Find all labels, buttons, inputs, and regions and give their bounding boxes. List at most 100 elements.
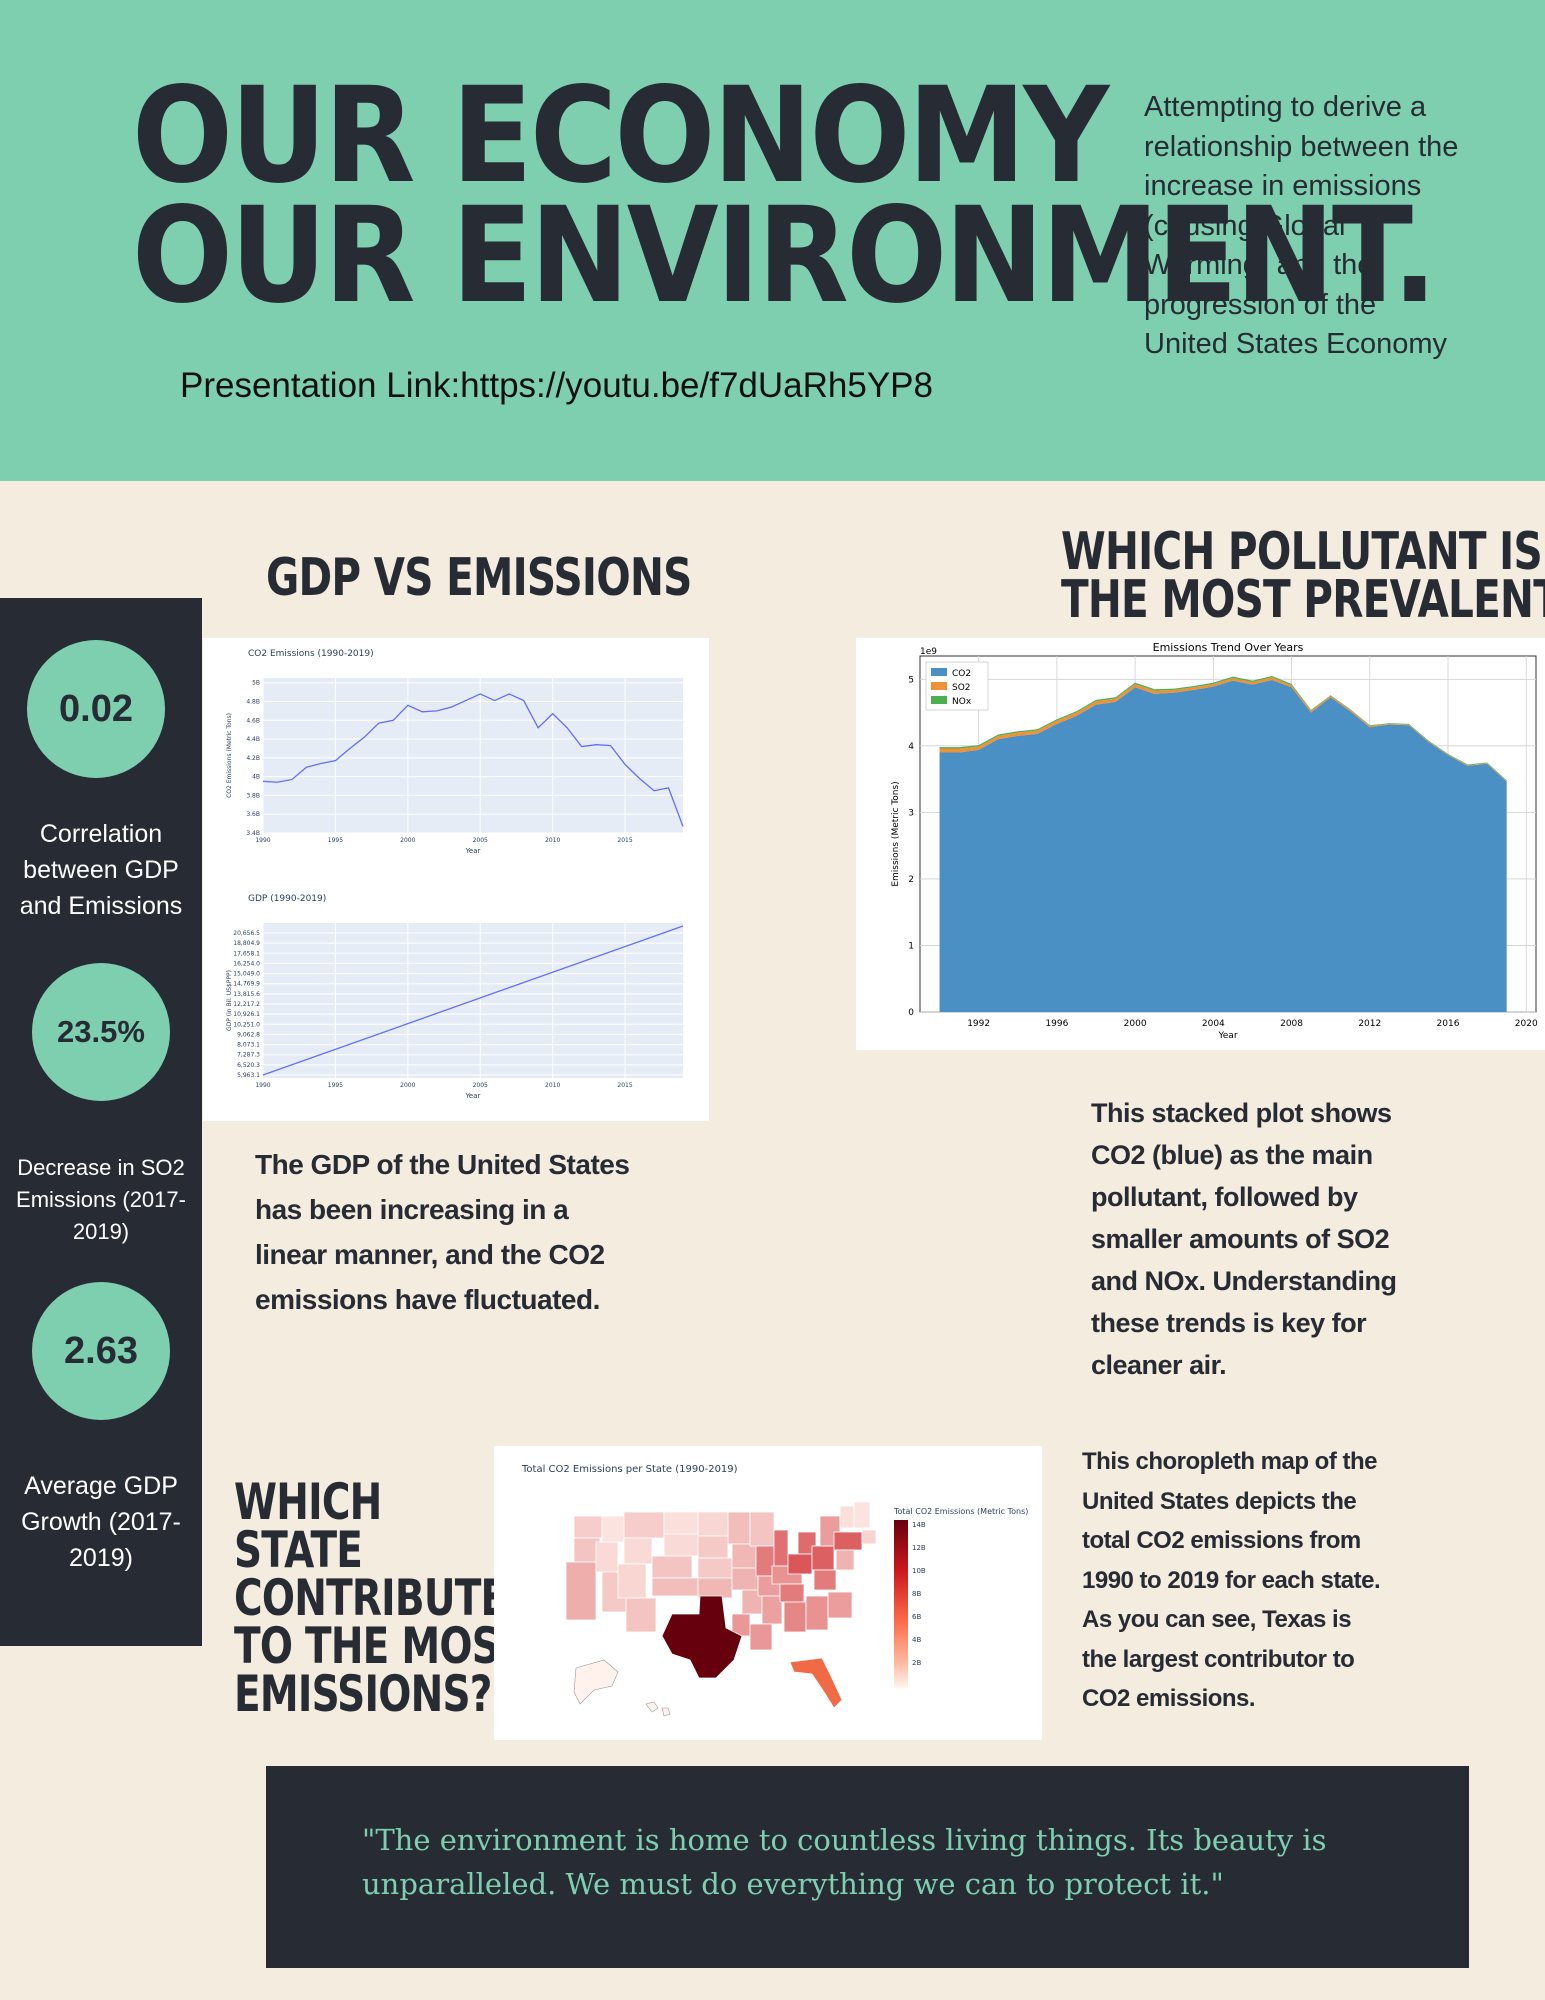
colorbar-tick-label: 14B <box>912 1521 926 1529</box>
state-tile <box>755 1545 775 1577</box>
co2-chart-xtick-label: 2015 <box>617 837 632 844</box>
title-line-1: OUR ECONOMY <box>132 59 1109 213</box>
area-ylabel: Emissions (Metric Tons) <box>891 781 901 886</box>
stacked-plot-description: This stacked plot shows CO2 (blue) as th… <box>1091 1098 1397 1380</box>
stat-so2-value: 23.5% <box>32 963 170 1101</box>
colorbar-tick-label: 2B <box>912 1659 921 1667</box>
colorbar-ticks: 14B 12B 10B 8B 6B 4B 2B <box>912 1521 926 1667</box>
state-tile <box>839 1505 855 1529</box>
state-texas[interactable] <box>661 1595 743 1679</box>
gdp-chart-ylabel: GDP (in Bil. US$PPP) <box>226 970 233 1031</box>
co2-chart-xlabel: Year <box>465 847 481 855</box>
intro-text: Attempting to derive a relationship betw… <box>1144 91 1459 360</box>
gdp-chart-ytick-label: 8,073.1 <box>237 1042 260 1049</box>
gdp-chart-ytick-label: 12,217.2 <box>233 1001 260 1008</box>
header-band: OUR ECONOMY OUR ENVIRONMENT. Attempting … <box>0 0 1545 481</box>
state-tile <box>623 1511 665 1539</box>
gdp-emissions-charts: CO2 Emissions (1990-2019) 5B 4.8B 4.6B 4.4B 4… <box>226 649 684 1100</box>
state-tile <box>835 1549 855 1571</box>
state-heading-line: STATE <box>234 1521 363 1579</box>
area-xtick-label: 2008 <box>1280 1019 1303 1029</box>
gdp-chart-ytick-label: 5,963.1 <box>237 1072 260 1079</box>
gdp-chart-xtick-label: 2000 <box>400 1082 415 1089</box>
choropleth-card: Total CO2 Emissions per State (1990-2019… <box>494 1446 1042 1740</box>
co2-chart-title: CO2 Emissions (1990-2019) <box>248 649 374 659</box>
area-xtick-label: 2020 <box>1515 1019 1538 1029</box>
area-ytick-label: 0 <box>908 1008 914 1018</box>
state-heading-line: CONTRIBUTES <box>234 1569 534 1627</box>
pollutant-heading-line-2: THE MOST PREVALENT? <box>1061 570 1545 630</box>
state-tile <box>827 1591 853 1619</box>
state-heading-line: TO THE MOST <box>234 1617 526 1675</box>
state-tile <box>833 1531 863 1551</box>
us-states <box>565 1501 877 1651</box>
colorbar-tick-label: 8B <box>912 1590 921 1598</box>
colorbar-tick-label: 6B <box>912 1613 921 1621</box>
state-tile <box>731 1567 759 1591</box>
co2-chart-ytick-label: 3.8B <box>246 792 260 799</box>
stat-correlation-label: Correlation between GDP and Emissions <box>19 820 183 920</box>
area-legend-label: SO2 <box>952 683 971 693</box>
co2-chart-series-line <box>262 693 684 827</box>
state-tile <box>595 1541 619 1573</box>
state-tile <box>773 1529 789 1567</box>
state-alaska[interactable] <box>573 1659 619 1705</box>
gdp-chart-xtick-label: 2015 <box>617 1082 632 1089</box>
emissions-trend-card: Emissions Trend Over Years 1e9 1992 1996 200… <box>856 638 1545 1050</box>
area-legend-label: CO2 <box>952 669 971 679</box>
area-xtick-label: 2004 <box>1202 1019 1225 1029</box>
area-ytick-label: 5 <box>908 675 914 685</box>
gdp-chart-title: GDP (1990-2019) <box>248 894 326 904</box>
gdp-chart-ytick-label: 16,254.0 <box>233 960 260 967</box>
stat-correlation-value: 0.02 <box>27 640 165 778</box>
area-ytick-label: 1 <box>908 941 914 951</box>
area-xlabel: Year <box>1217 1031 1237 1041</box>
state-hawaii[interactable] <box>645 1701 671 1717</box>
area-legend: CO2 SO2 NOx <box>925 661 989 711</box>
gdp-chart-ytick-label: 13,815.6 <box>233 991 260 998</box>
area-legend-swatch <box>931 668 947 676</box>
gdp-chart-xtick-label: 2010 <box>545 1082 560 1089</box>
state-tile <box>853 1501 871 1529</box>
colorbar-tick-label: 12B <box>912 1544 926 1552</box>
state-heading-line: WHICH <box>234 1473 382 1531</box>
quote-box: "The environment is home to countless li… <box>266 1766 1469 1968</box>
co2-chart-ytick-label: 3.6B <box>246 811 260 818</box>
state-tile <box>601 1515 625 1543</box>
co2-chart-xtick-label: 1995 <box>328 837 343 844</box>
pollutant-heading-line-1: WHICH POLLUTANT IS <box>1061 522 1543 582</box>
state-tile <box>727 1511 751 1545</box>
state-tile <box>697 1557 733 1579</box>
choropleth-map: Total CO2 Emissions per State (1990-2019… <box>521 1464 1028 1717</box>
state-tile <box>697 1535 729 1559</box>
title-line-2: OUR ENVIRONMENT. <box>132 179 1437 333</box>
gdp-chart-xtick-label: 2005 <box>473 1082 488 1089</box>
pollutant-heading: WHICH POLLUTANT IS THE MOST PREVALENT? <box>1061 522 1545 630</box>
gdp-chart-xtick-label: 1995 <box>328 1082 343 1089</box>
area-xtick-label: 2012 <box>1358 1019 1381 1029</box>
area-legend-label: NOx <box>952 697 972 707</box>
area-series-co2 <box>939 679 1507 1012</box>
gdp-chart-ytick-label: 10,251.0 <box>233 1021 260 1028</box>
state-tile <box>779 1583 805 1603</box>
gdp-description: The GDP of the United States has been in… <box>255 1149 630 1315</box>
co2-chart-ytick-label: 4.2B <box>246 755 260 762</box>
state-tile <box>813 1569 837 1591</box>
state-tile <box>623 1537 653 1565</box>
state-tile <box>861 1529 877 1545</box>
gdp-chart-xtick-label: 1990 <box>255 1082 270 1089</box>
state-tile <box>697 1511 729 1537</box>
gdp-chart-ytick-label: 7,287.3 <box>237 1052 260 1059</box>
gdp-emissions-card: CO2 Emissions (1990-2019) 5B 4.8B 4.6B 4.4B 4… <box>203 638 709 1121</box>
gdp-chart-ytick-label: 9,062.8 <box>237 1031 260 1038</box>
area-ytick-label: 3 <box>908 808 914 818</box>
state-florida[interactable] <box>789 1657 843 1709</box>
area-xtick-label: 1992 <box>967 1019 990 1029</box>
presentation-link[interactable]: Presentation Link:https://youtu.be/f7dUa… <box>180 366 933 405</box>
colorbar <box>894 1520 908 1688</box>
state-tile <box>805 1595 829 1631</box>
area-xtick-label: 2016 <box>1437 1019 1460 1029</box>
stat-gdp-growth-label: Average GDP Growth (2017-2019) <box>21 1472 181 1572</box>
area-title: Emissions Trend Over Years <box>1153 641 1304 654</box>
state-tile <box>749 1511 775 1547</box>
